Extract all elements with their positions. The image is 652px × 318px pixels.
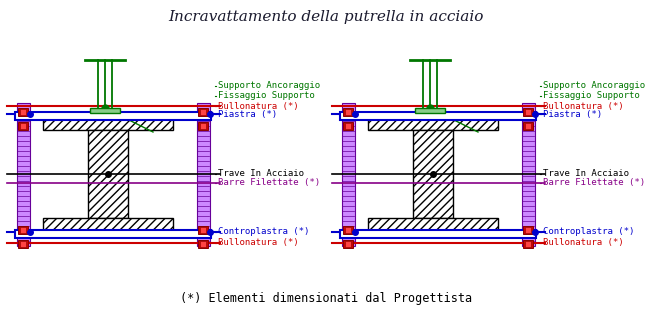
Bar (415, 108, 445, 113)
Bar (525, 123, 531, 129)
Bar (198, 226, 208, 234)
Bar (198, 240, 208, 248)
Bar (200, 227, 206, 233)
Bar (17, 103, 30, 246)
Bar (525, 241, 531, 247)
Bar (343, 240, 353, 248)
Bar (200, 241, 206, 247)
Bar (197, 103, 210, 246)
Bar (198, 122, 208, 130)
Text: Fissaggio Supporto: Fissaggio Supporto (543, 92, 640, 100)
Text: Bullonatura (*): Bullonatura (*) (218, 238, 299, 247)
Bar (523, 240, 533, 248)
Text: Bullonatura (*): Bullonatura (*) (543, 238, 623, 247)
Bar (522, 103, 535, 246)
Polygon shape (368, 115, 498, 130)
Polygon shape (43, 115, 173, 130)
Bar (20, 241, 26, 247)
Bar (20, 123, 26, 129)
Bar (18, 240, 28, 248)
Bar (523, 122, 533, 130)
Bar (200, 109, 206, 115)
Bar (525, 227, 531, 233)
Polygon shape (88, 130, 128, 218)
Bar (15, 230, 211, 238)
Text: Piastra (*): Piastra (*) (543, 109, 602, 119)
Bar (200, 123, 206, 129)
Bar (90, 108, 120, 113)
Text: Fissaggio Supporto: Fissaggio Supporto (218, 92, 315, 100)
Bar (345, 123, 351, 129)
Text: Barre Filettate (*): Barre Filettate (*) (543, 178, 645, 188)
Bar (15, 112, 211, 120)
Bar (18, 108, 28, 116)
Bar (340, 112, 536, 120)
Text: Incravattamento della putrella in acciaio: Incravattamento della putrella in acciai… (168, 10, 484, 24)
Polygon shape (413, 130, 453, 218)
Text: Bullonatura (*): Bullonatura (*) (218, 101, 299, 110)
Bar (523, 108, 533, 116)
Bar (523, 226, 533, 234)
Bar (343, 108, 353, 116)
Bar (343, 122, 353, 130)
Bar (343, 226, 353, 234)
Bar (18, 226, 28, 234)
Text: Barre Filettate (*): Barre Filettate (*) (218, 178, 320, 188)
Text: Supporto Ancoraggio: Supporto Ancoraggio (218, 81, 320, 91)
Bar (345, 241, 351, 247)
Bar (342, 103, 355, 246)
Bar (20, 227, 26, 233)
Text: (*) Elementi dimensionati dal Progettista: (*) Elementi dimensionati dal Progettist… (180, 292, 472, 305)
Text: Controplastra (*): Controplastra (*) (218, 227, 310, 237)
Bar (340, 230, 536, 238)
Polygon shape (43, 218, 173, 233)
Text: Piastra (*): Piastra (*) (218, 109, 277, 119)
Bar (345, 227, 351, 233)
Bar (345, 109, 351, 115)
Text: Supporto Ancoraggio: Supporto Ancoraggio (543, 81, 645, 91)
Bar (198, 108, 208, 116)
Text: Controplastra (*): Controplastra (*) (543, 227, 634, 237)
Bar (18, 122, 28, 130)
Text: Trave In Acciaio: Trave In Acciaio (543, 169, 629, 178)
Polygon shape (368, 218, 498, 233)
Text: Trave In Acciaio: Trave In Acciaio (218, 169, 304, 178)
Bar (20, 109, 26, 115)
Text: Bullonatura (*): Bullonatura (*) (543, 101, 623, 110)
Bar (525, 109, 531, 115)
